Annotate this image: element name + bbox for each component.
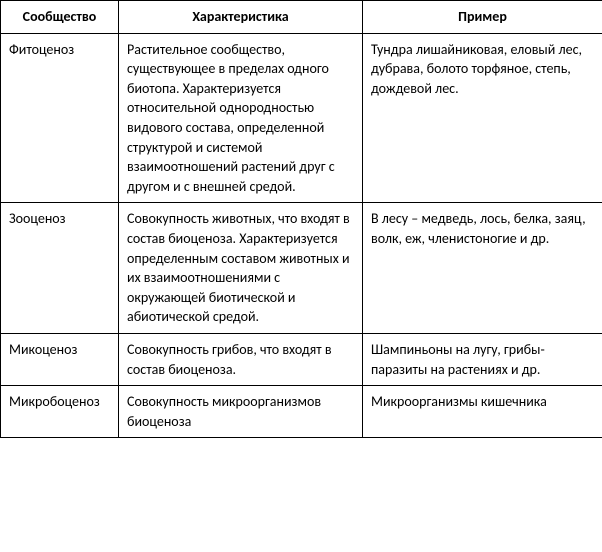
cell-example: Микроорганизмы кишечника [363, 386, 602, 438]
community-table: Сообщество Характеристика Пример Фитоцен… [0, 0, 602, 438]
cell-example: Шампиньоны на лугу, грибы-паразиты на ра… [363, 333, 602, 385]
cell-community: Микоценоз [1, 333, 119, 385]
cell-example: Тундра лишайниковая, еловый лес, дубрава… [363, 33, 602, 203]
table-row: Зооценоз Совокупность животных, что вход… [1, 203, 602, 334]
cell-characteristic: Совокупность микроорганизмов биоценоза [119, 386, 363, 438]
col-header-example: Пример [363, 1, 602, 34]
cell-characteristic: Растительное сообщество, существующее в … [119, 33, 363, 203]
cell-community: Фитоценоз [1, 33, 119, 203]
cell-characteristic: Совокупность животных, что входят в сост… [119, 203, 363, 334]
cell-community: Микробоценоз [1, 386, 119, 438]
table-header-row: Сообщество Характеристика Пример [1, 1, 602, 34]
cell-community: Зооценоз [1, 203, 119, 334]
table-row: Микоценоз Совокупность грибов, что входя… [1, 333, 602, 385]
table-row: Фитоценоз Растительное сообщество, сущес… [1, 33, 602, 203]
cell-example: В лесу – медведь, лось, белка, заяц, вол… [363, 203, 602, 334]
cell-characteristic: Совокупность грибов, что входят в состав… [119, 333, 363, 385]
col-header-community: Сообщество [1, 1, 119, 34]
col-header-characteristic: Характеристика [119, 1, 363, 34]
table-row: Микробоценоз Совокупность микроорганизмо… [1, 386, 602, 438]
